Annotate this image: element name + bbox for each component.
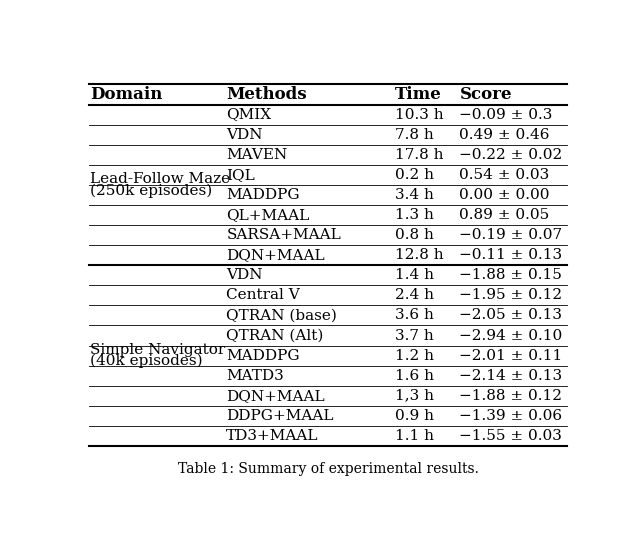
- Text: VDN: VDN: [227, 128, 263, 141]
- Text: −0.09 ± 0.3: −0.09 ± 0.3: [460, 108, 553, 122]
- Text: MADDPG: MADDPG: [227, 188, 300, 202]
- Text: Methods: Methods: [227, 86, 307, 103]
- Text: −0.19 ± 0.07: −0.19 ± 0.07: [460, 228, 563, 242]
- Text: QTRAN (base): QTRAN (base): [227, 308, 337, 323]
- Text: 0.49 ± 0.46: 0.49 ± 0.46: [460, 128, 550, 141]
- Text: VDN: VDN: [227, 268, 263, 282]
- Text: DQN+MAAL: DQN+MAAL: [227, 248, 325, 262]
- Text: 7.8 h: 7.8 h: [395, 128, 434, 141]
- Text: MADDPG: MADDPG: [227, 348, 300, 363]
- Text: −2.01 ± 0.11: −2.01 ± 0.11: [460, 348, 563, 363]
- Text: −1.95 ± 0.12: −1.95 ± 0.12: [460, 288, 563, 302]
- Text: 0.9 h: 0.9 h: [395, 409, 434, 423]
- Text: −1.88 ± 0.12: −1.88 ± 0.12: [460, 389, 563, 403]
- Text: 0.54 ± 0.03: 0.54 ± 0.03: [460, 168, 550, 182]
- Text: −2.05 ± 0.13: −2.05 ± 0.13: [460, 308, 563, 323]
- Text: 1.3 h: 1.3 h: [395, 208, 434, 222]
- Text: QTRAN (Alt): QTRAN (Alt): [227, 329, 324, 342]
- Text: 3.6 h: 3.6 h: [395, 308, 434, 323]
- Text: Lead-Follow Maze: Lead-Follow Maze: [90, 173, 230, 186]
- Text: TD3+MAAL: TD3+MAAL: [227, 429, 319, 443]
- Text: 2.4 h: 2.4 h: [395, 288, 434, 302]
- Text: (250k episodes): (250k episodes): [90, 183, 212, 198]
- Text: MAVEN: MAVEN: [227, 148, 287, 162]
- Text: 1.2 h: 1.2 h: [395, 348, 434, 363]
- Text: −2.14 ± 0.13: −2.14 ± 0.13: [460, 369, 563, 383]
- Text: DDPG+MAAL: DDPG+MAAL: [227, 409, 334, 423]
- Text: −1.55 ± 0.03: −1.55 ± 0.03: [460, 429, 563, 443]
- Text: −0.22 ± 0.02: −0.22 ± 0.02: [460, 148, 563, 162]
- Text: 12.8 h: 12.8 h: [395, 248, 444, 262]
- Text: 3.7 h: 3.7 h: [395, 329, 434, 342]
- Text: −1.39 ± 0.06: −1.39 ± 0.06: [460, 409, 563, 423]
- Text: 1.1 h: 1.1 h: [395, 429, 434, 443]
- Text: MATD3: MATD3: [227, 369, 284, 383]
- Text: 17.8 h: 17.8 h: [395, 148, 444, 162]
- Text: Table 1: Summary of experimental results.: Table 1: Summary of experimental results…: [177, 462, 479, 476]
- Text: SARSA+MAAL: SARSA+MAAL: [227, 228, 341, 242]
- Text: Time: Time: [395, 86, 442, 103]
- Text: DQN+MAAL: DQN+MAAL: [227, 389, 325, 403]
- Text: Central V: Central V: [227, 288, 300, 302]
- Text: QL+MAAL: QL+MAAL: [227, 208, 310, 222]
- Text: 1.6 h: 1.6 h: [395, 369, 434, 383]
- Text: 0.89 ± 0.05: 0.89 ± 0.05: [460, 208, 550, 222]
- Text: Score: Score: [460, 86, 512, 103]
- Text: −1.88 ± 0.15: −1.88 ± 0.15: [460, 268, 563, 282]
- Text: 10.3 h: 10.3 h: [395, 108, 444, 122]
- Text: −2.94 ± 0.10: −2.94 ± 0.10: [460, 329, 563, 342]
- Text: 0.2 h: 0.2 h: [395, 168, 434, 182]
- Text: 1.4 h: 1.4 h: [395, 268, 434, 282]
- Text: Domain: Domain: [90, 86, 163, 103]
- Text: 3.4 h: 3.4 h: [395, 188, 434, 202]
- Text: 1,3 h: 1,3 h: [395, 389, 434, 403]
- Text: Simple Navigator: Simple Navigator: [90, 343, 225, 357]
- Text: (40k episodes): (40k episodes): [90, 354, 202, 369]
- Text: IQL: IQL: [227, 168, 255, 182]
- Text: 0.00 ± 0.00: 0.00 ± 0.00: [460, 188, 550, 202]
- Text: −0.11 ± 0.13: −0.11 ± 0.13: [460, 248, 563, 262]
- Text: QMIX: QMIX: [227, 108, 271, 122]
- Text: 0.8 h: 0.8 h: [395, 228, 434, 242]
